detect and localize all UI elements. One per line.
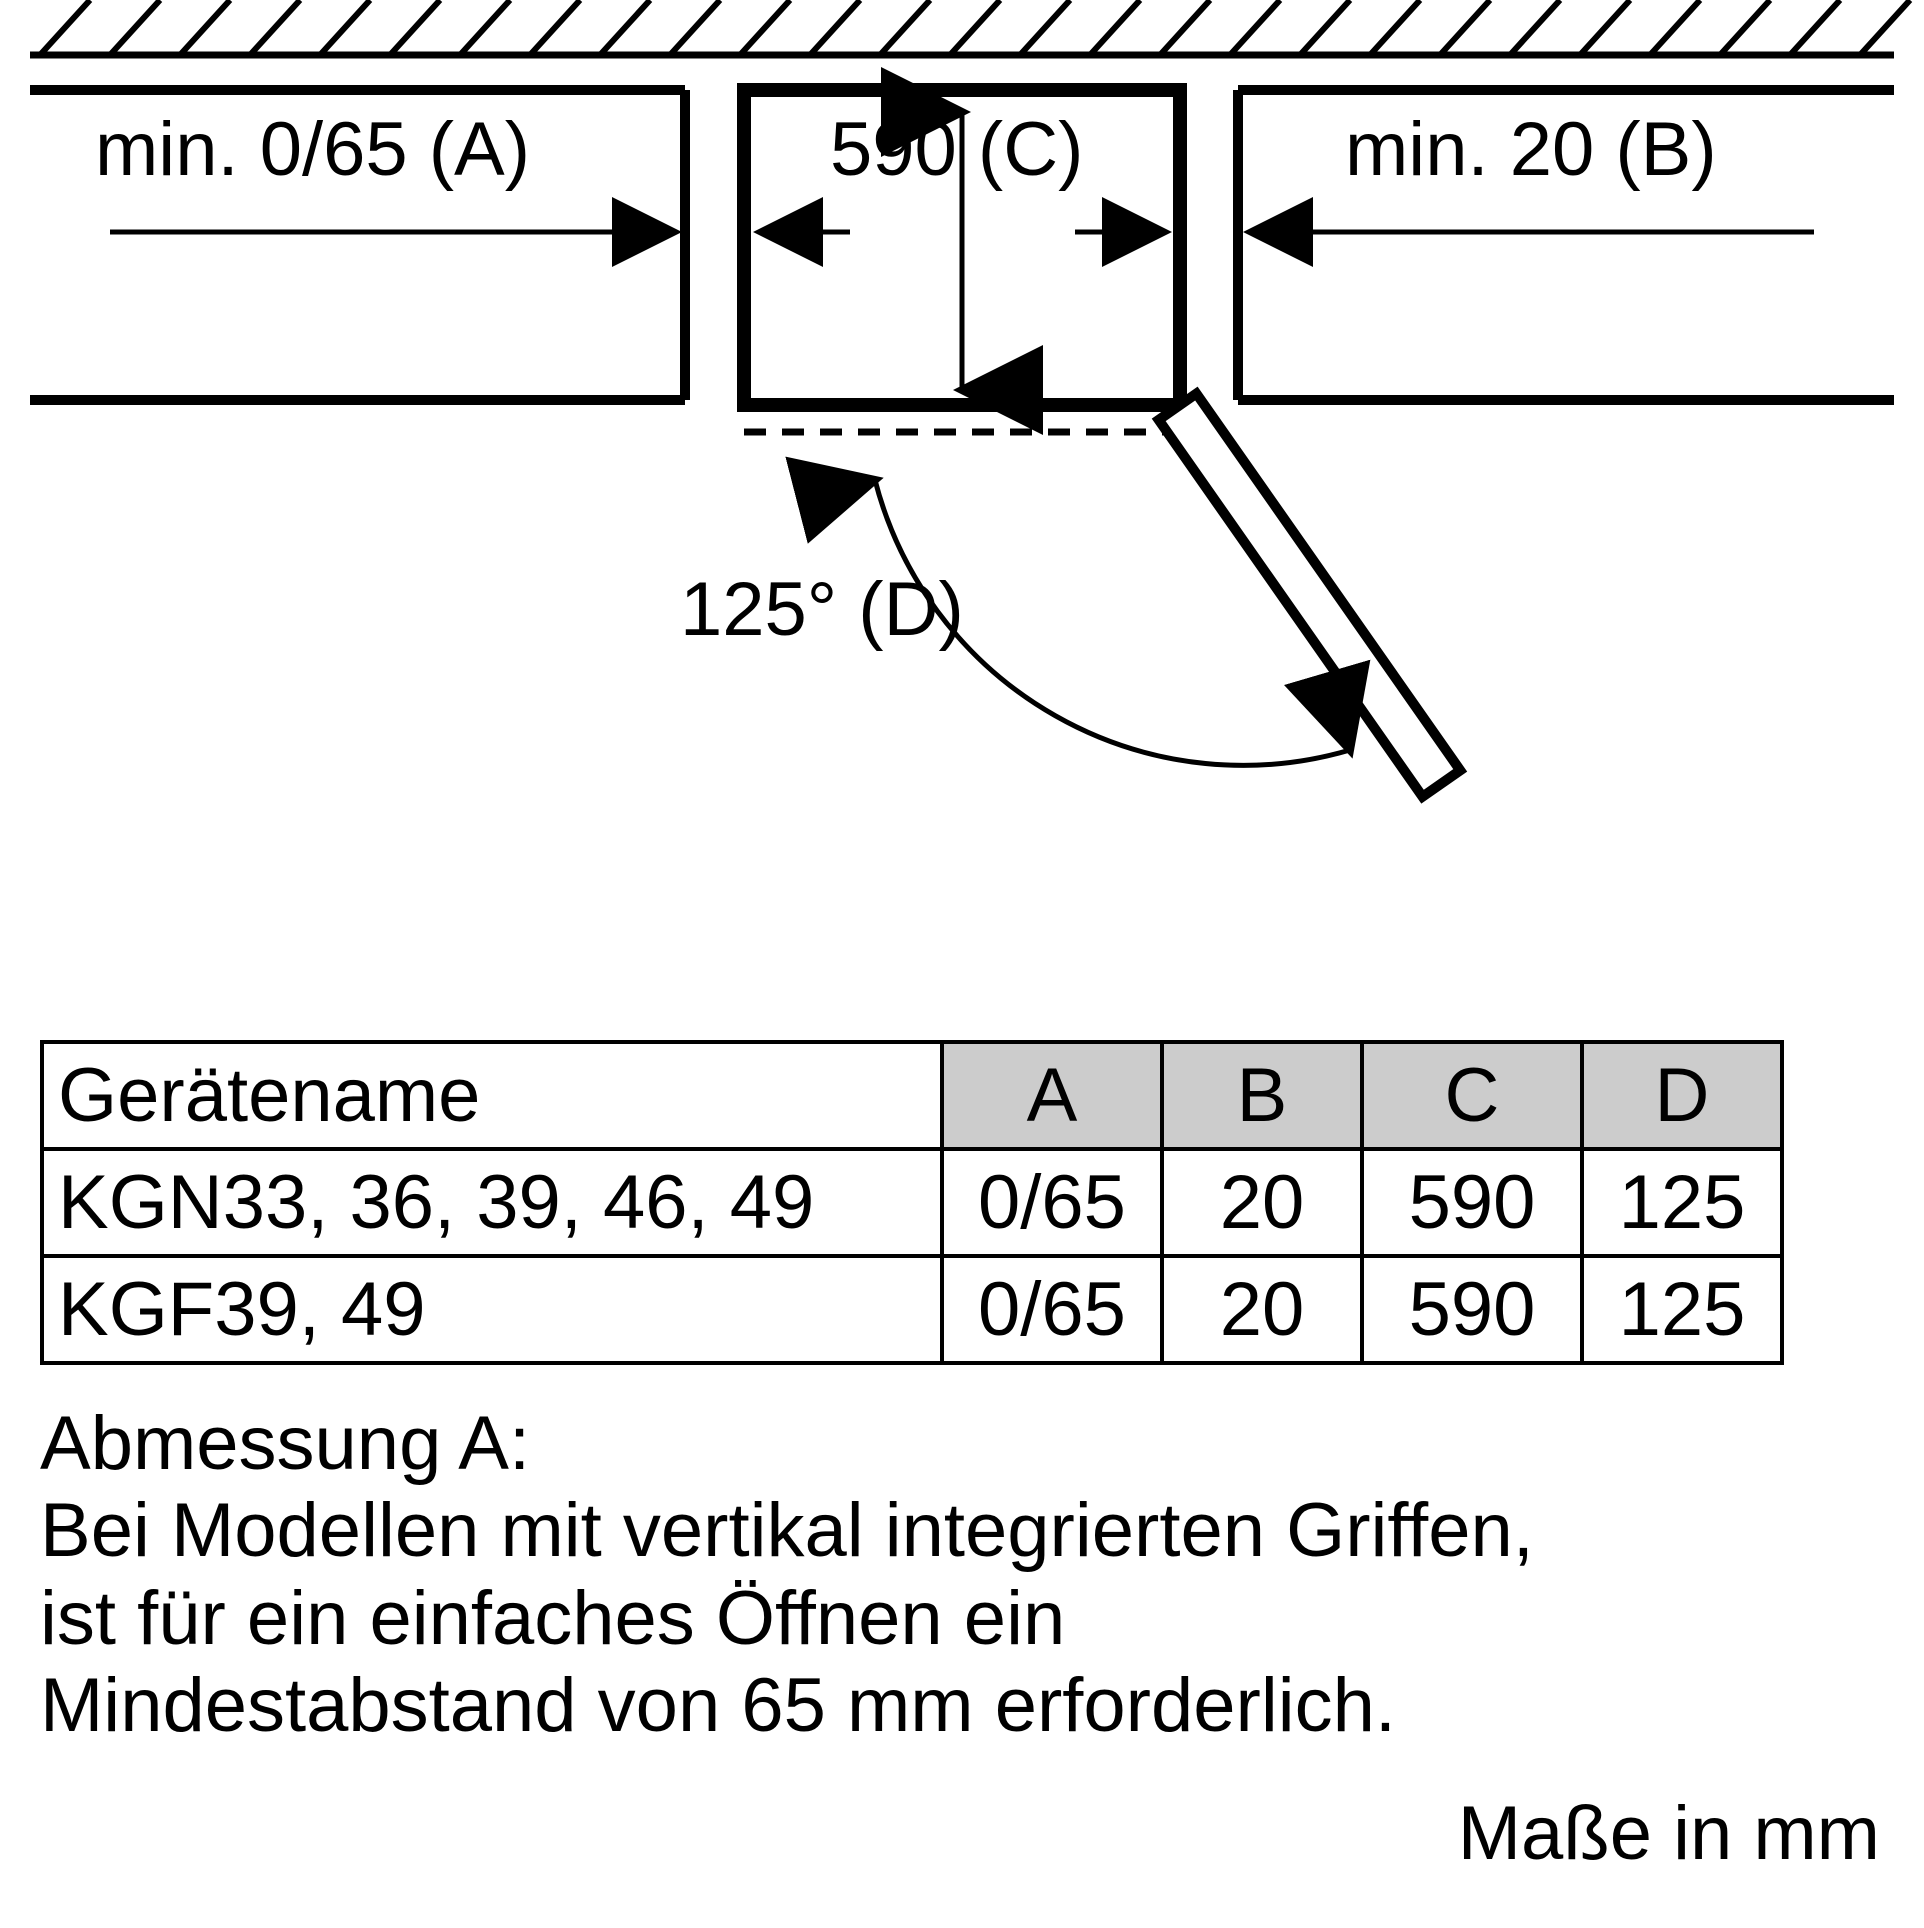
- label-a: min. 0/65 (A): [95, 107, 530, 192]
- col-header-d: D: [1582, 1042, 1782, 1149]
- cell-c: 590: [1362, 1256, 1582, 1363]
- label-d: 125° (D): [680, 567, 964, 652]
- units-label: Maße in mm: [40, 1790, 1880, 1877]
- page-root: min. 0/65 (A) 590 (C) min. 20 (B) 125° (…: [0, 0, 1924, 1928]
- table-row: KGN33, 36, 39, 46, 49 0/65 20 590 125: [42, 1149, 1782, 1256]
- dimension-note: Abmessung A: Bei Modellen mit vertikal i…: [40, 1400, 1880, 1750]
- cell-name: KGN33, 36, 39, 46, 49: [42, 1149, 942, 1256]
- col-header-c: C: [1362, 1042, 1582, 1149]
- label-c: 590 (C): [830, 107, 1083, 192]
- table-header-row: Gerätename A B C D: [42, 1042, 1782, 1149]
- note-line4: Mindestabstand von 65 mm erforderlich.: [40, 1663, 1396, 1748]
- installation-diagram: min. 0/65 (A) 590 (C) min. 20 (B) 125° (…: [0, 0, 1924, 1050]
- col-header-a: A: [942, 1042, 1162, 1149]
- table-row: KGF39, 49 0/65 20 590 125: [42, 1256, 1782, 1363]
- cell-d: 125: [1582, 1256, 1782, 1363]
- cell-a: 0/65: [942, 1256, 1162, 1363]
- door-open: [1159, 394, 1461, 797]
- note-line1: Abmessung A:: [40, 1401, 530, 1486]
- cell-c: 590: [1362, 1149, 1582, 1256]
- cell-a: 0/65: [942, 1149, 1162, 1256]
- cell-d: 125: [1582, 1149, 1782, 1256]
- cell-b: 20: [1162, 1149, 1362, 1256]
- cell-b: 20: [1162, 1256, 1362, 1363]
- note-line2: Bei Modellen mit vertikal integrierten G…: [40, 1488, 1534, 1573]
- cell-name: KGF39, 49: [42, 1256, 942, 1363]
- col-header-name: Gerätename: [42, 1042, 942, 1149]
- wall-hatch: [30, 0, 1910, 55]
- col-header-b: B: [1162, 1042, 1362, 1149]
- dimensions-table: Gerätename A B C D KGN33, 36, 39, 46, 49…: [40, 1040, 1784, 1365]
- note-line3: ist für ein einfaches Öffnen ein: [40, 1576, 1065, 1661]
- label-b: min. 20 (B): [1345, 107, 1717, 192]
